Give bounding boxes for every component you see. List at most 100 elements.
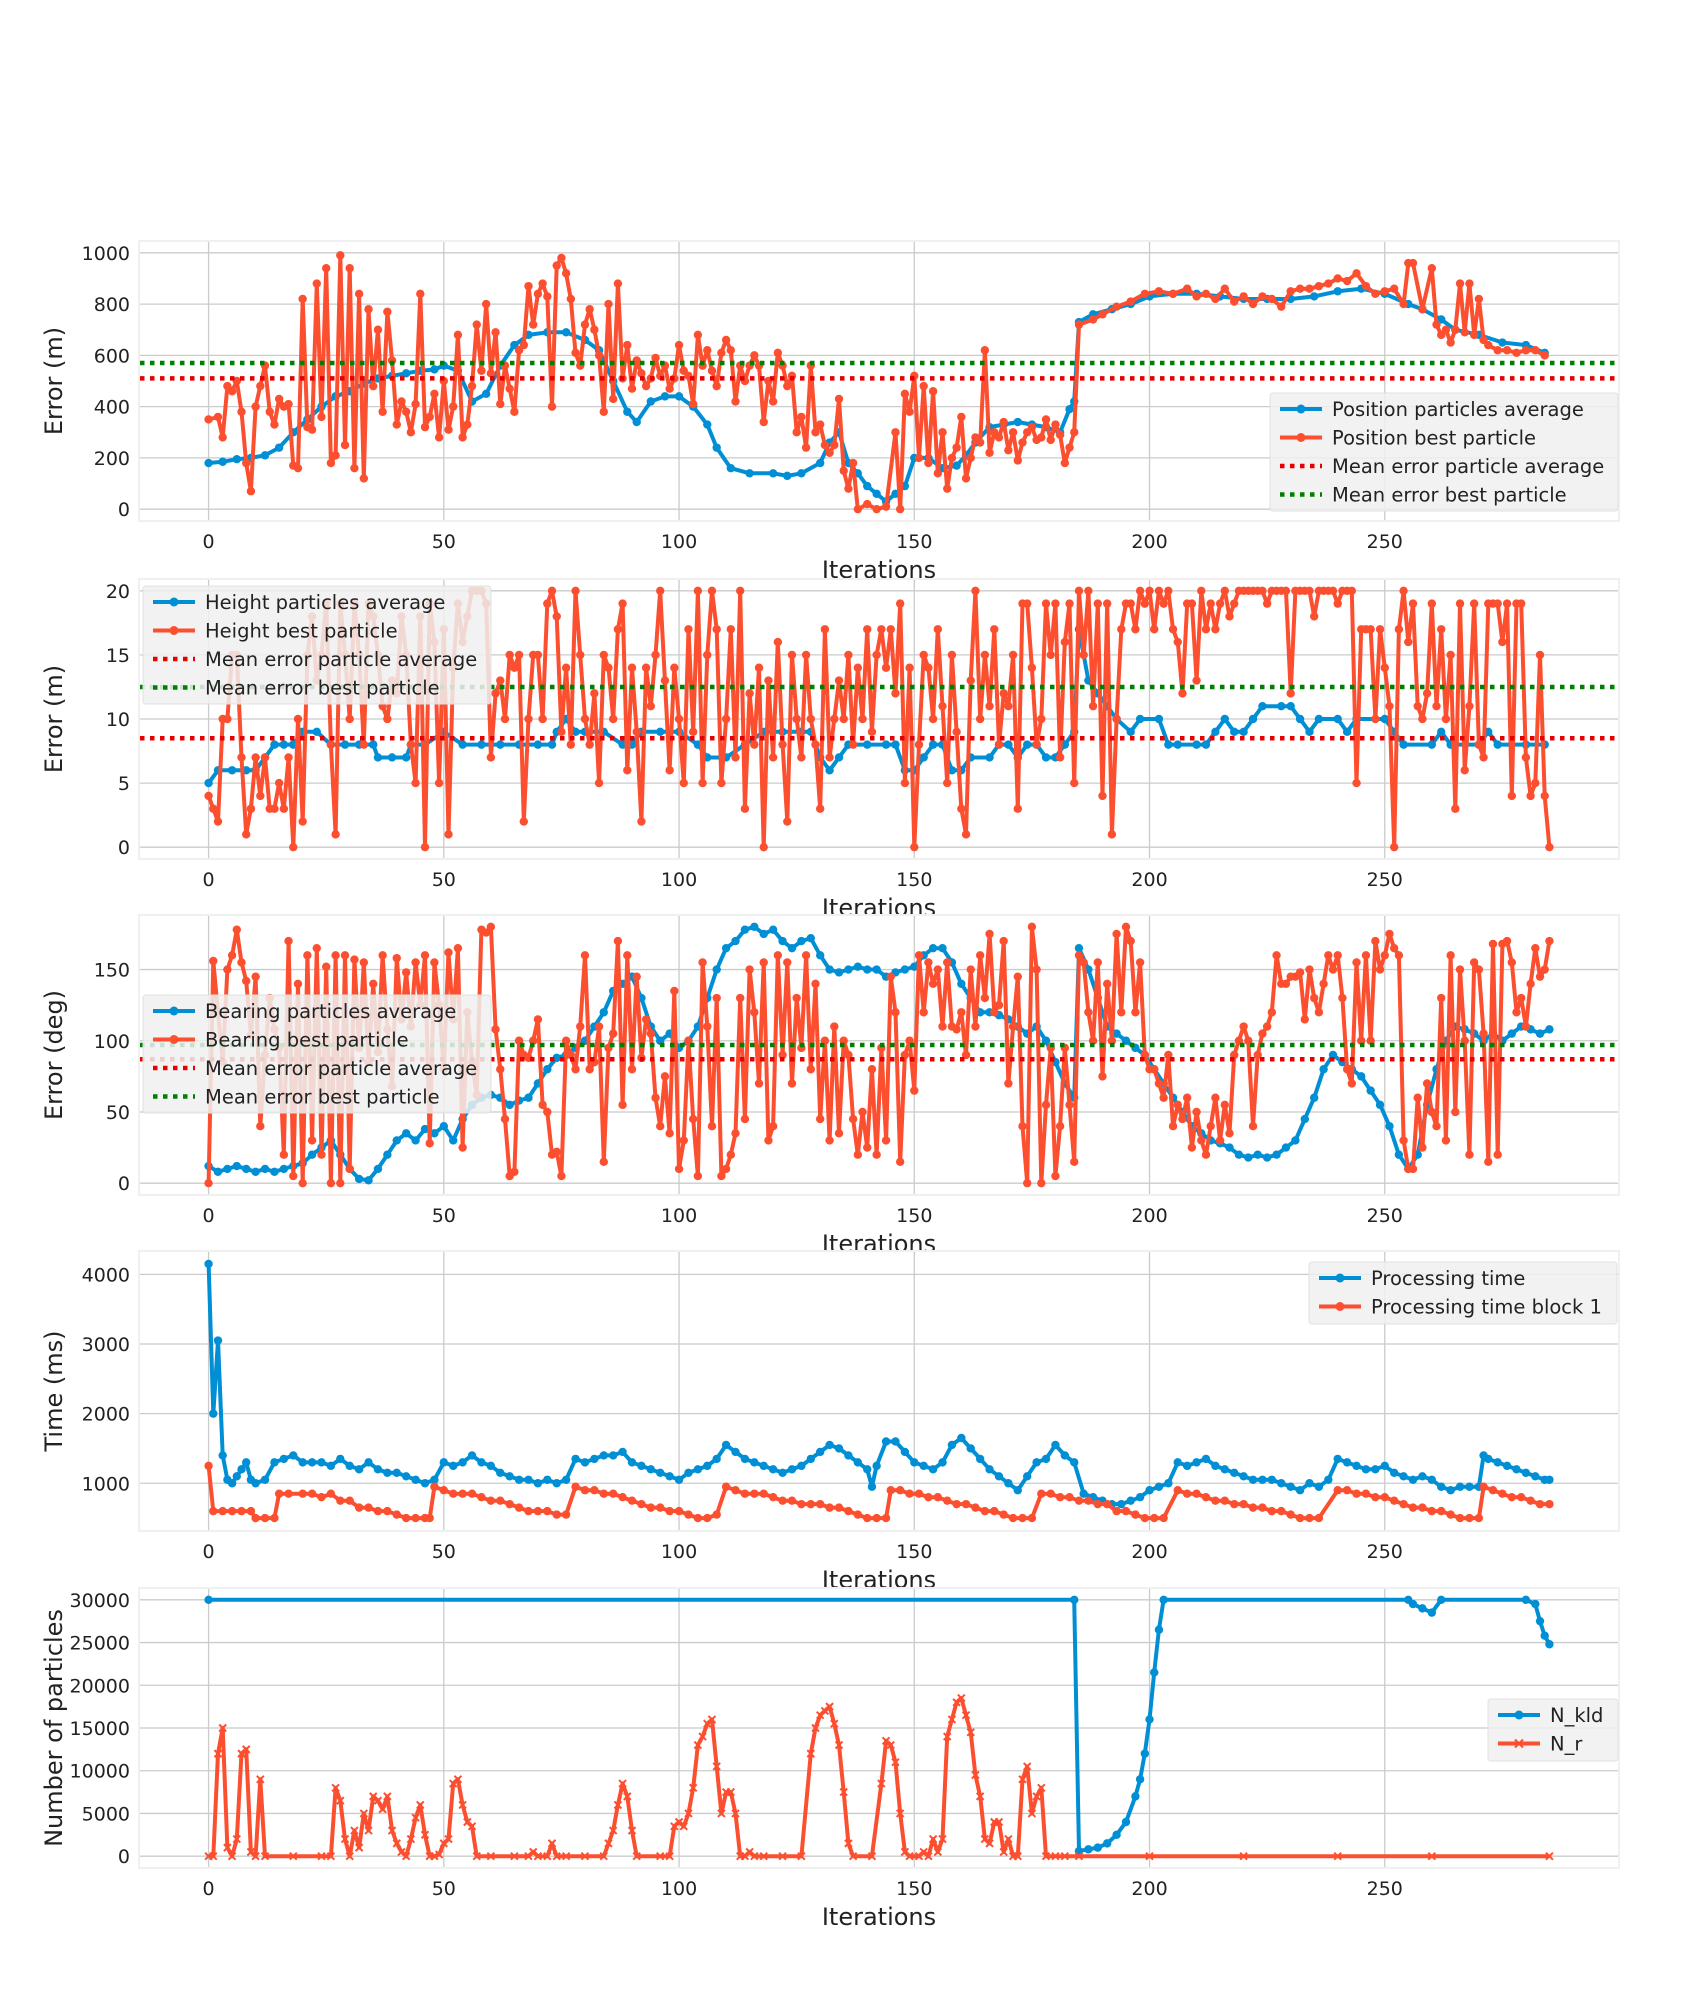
n-kld-point <box>1531 1599 1540 1609</box>
height-best-particle-point <box>825 753 834 762</box>
processing-time-point <box>1305 1479 1314 1488</box>
y-tick-label: 2000 <box>82 1404 130 1426</box>
processing-time-block-1-point <box>961 1499 971 1509</box>
position-best-particle-point <box>966 453 975 463</box>
processing-time-block-1-point <box>627 1496 637 1505</box>
bearing-best-particle-point <box>891 1008 900 1017</box>
n-kld-point <box>1540 1631 1549 1640</box>
height-particles-average-legend-label: Height particles average <box>205 591 445 614</box>
position-best-particle-point <box>444 425 453 434</box>
processing-time-point <box>401 1472 411 1481</box>
processing-time-point <box>209 1409 218 1418</box>
processing-time-block-1-point <box>425 1513 434 1523</box>
bearing-best-particle-point <box>933 965 943 974</box>
bearing-best-particle-point <box>1065 1100 1074 1110</box>
processing-time-block-1-point <box>1018 1513 1027 1523</box>
bearing-best-particle-point <box>1540 965 1549 974</box>
height-best-particle-point <box>1131 625 1140 634</box>
position-best-particle-point <box>801 443 811 452</box>
processing-time-point <box>1164 1479 1173 1488</box>
position-best-particle-point <box>566 294 576 304</box>
bearing-particles-average-point <box>260 1164 270 1174</box>
height-particles-average-point <box>312 727 321 737</box>
position-best-particle-point <box>848 458 858 468</box>
bearing-particles-average-point <box>1366 1086 1375 1095</box>
n-r-point <box>543 1851 552 1861</box>
processing-time-point <box>665 1472 674 1481</box>
n-r-point <box>580 1851 590 1861</box>
processing-time-point <box>928 1465 938 1474</box>
n-r-point <box>985 1839 994 1848</box>
bearing-best-particle-point <box>914 951 924 960</box>
height-best-particle-point <box>1037 714 1046 724</box>
n-r-point <box>759 1851 768 1861</box>
bearing-best-particle-point <box>1371 936 1380 946</box>
processing-time-block-1-point <box>1074 1496 1084 1505</box>
bearing-best-particle-point <box>232 925 241 934</box>
height-best-particle-point <box>246 804 256 813</box>
bearing-best-particle-point <box>815 1114 825 1124</box>
processing-time-block-1-legend-label: Processing time block 1 <box>1371 1296 1602 1319</box>
x-tick-label: 50 <box>432 531 456 553</box>
bearing-best-particle-point <box>1437 993 1446 1003</box>
position-best-particle-point <box>1465 279 1474 288</box>
processing-time-point <box>966 1444 975 1453</box>
height-best-particle-point <box>557 727 566 737</box>
n-r-legend-label: N_r <box>1550 1733 1583 1756</box>
position-best-particle-point <box>557 253 566 263</box>
height-best-particle-point <box>698 778 707 788</box>
bearing-best-particle-point <box>1408 1164 1418 1174</box>
height-best-particle-point <box>1084 586 1093 596</box>
position-best-particle-point <box>580 320 590 329</box>
position-best-particle-point <box>340 440 350 450</box>
processing-time-point <box>712 1454 721 1464</box>
bearing-particles-average-point <box>834 968 844 977</box>
height-best-particle-point <box>209 804 218 813</box>
x-tick-label: 250 <box>1367 1541 1403 1563</box>
height-best-particle-point <box>486 753 496 762</box>
position-best-particle-point <box>1451 325 1460 334</box>
height-best-particle-point <box>1145 586 1154 596</box>
height-best-particle-point <box>1197 586 1206 596</box>
processing-time-block-1-point <box>317 1492 326 1502</box>
x-tick-label: 50 <box>432 1541 456 1563</box>
position-best-particle-point <box>524 281 533 291</box>
bearing-best-particle-point <box>1197 1136 1206 1145</box>
position-best-particle-point <box>844 484 853 493</box>
n-r-point <box>726 1787 736 1797</box>
position-best-particle-point <box>350 463 359 473</box>
position-best-particle-point <box>1441 325 1451 334</box>
bearing-best-particle-point <box>223 965 232 974</box>
height-best-particle-point <box>1093 599 1102 608</box>
height-particles-average-point <box>1173 740 1182 749</box>
bearing-best-particle-point <box>886 972 895 981</box>
bearing-best-particle-point <box>1051 1171 1060 1181</box>
processing-time-block-1-point <box>552 1510 561 1519</box>
position-best-particle-point <box>232 376 241 386</box>
bearing-best-particle-point <box>952 1025 961 1034</box>
processing-time-block-1-point <box>895 1486 905 1495</box>
position-best-particle-point <box>510 407 519 416</box>
bearing-best-particle-point <box>764 1136 773 1145</box>
position-best-particle-point <box>750 351 759 360</box>
height-best-particle-point <box>844 650 853 660</box>
bearing-best-particle-point <box>943 958 952 967</box>
height-best-particle-point <box>933 625 943 634</box>
position-best-particle-point <box>797 412 806 422</box>
height-best-particle-point <box>1192 676 1201 685</box>
n-r-point <box>1060 1851 1070 1861</box>
position-particles-average-point <box>632 417 641 427</box>
processing-time-point <box>1437 1482 1446 1491</box>
height-best-particle-point <box>1394 625 1404 634</box>
n-kld-point <box>204 1595 213 1605</box>
position-best-particle-point <box>1521 346 1531 355</box>
height-best-particle-point <box>966 676 975 685</box>
n-r-point <box>260 1851 270 1861</box>
height-best-particle-point <box>1220 586 1230 596</box>
bearing-best-particle-point <box>1324 951 1333 960</box>
height-best-particle-point <box>1465 701 1474 711</box>
height-best-particle-point <box>957 804 966 813</box>
position-particles-average-point <box>745 469 754 478</box>
position-best-particle-point <box>392 420 401 429</box>
processing-time-block-1-point <box>1150 1513 1159 1523</box>
